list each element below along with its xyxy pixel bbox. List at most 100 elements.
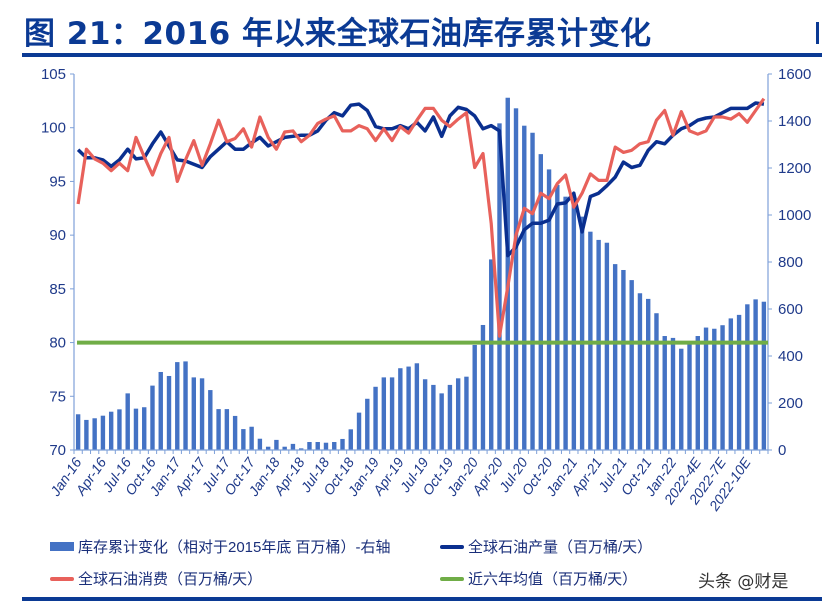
bar bbox=[687, 343, 692, 450]
bar bbox=[406, 366, 411, 450]
bar bbox=[299, 448, 304, 450]
bar bbox=[621, 269, 626, 450]
bar bbox=[108, 411, 114, 450]
bar bbox=[472, 344, 477, 450]
legend-swatch-line bbox=[440, 576, 464, 581]
bar bbox=[670, 337, 676, 450]
watermark: 头条 @财是 bbox=[698, 572, 789, 592]
bar bbox=[753, 299, 758, 450]
right-tick-label: 1000 bbox=[778, 207, 811, 224]
legend-label: 库存累计变化（相对于2015年底 百万桶）-右轴 bbox=[78, 539, 391, 556]
bar bbox=[505, 97, 510, 451]
bar bbox=[175, 362, 180, 450]
bar bbox=[389, 377, 395, 450]
bar bbox=[216, 409, 221, 450]
right-tick-label: 600 bbox=[778, 301, 803, 318]
right-tick-label: 400 bbox=[778, 348, 803, 365]
legend-item-consumption: 全球石油消费（百万桶/天） bbox=[50, 568, 262, 589]
left-tick-label: 95 bbox=[49, 173, 66, 190]
bar bbox=[282, 446, 287, 450]
bar bbox=[365, 398, 370, 450]
bar bbox=[455, 378, 461, 450]
bar bbox=[480, 324, 486, 450]
corner-mark bbox=[816, 22, 819, 44]
bar bbox=[356, 412, 362, 450]
bar bbox=[422, 379, 428, 450]
bar bbox=[183, 361, 188, 450]
legend-swatch-line bbox=[440, 544, 464, 549]
bar bbox=[166, 375, 172, 450]
bar bbox=[373, 386, 378, 450]
bar bbox=[117, 409, 122, 450]
title-divider bbox=[22, 53, 822, 57]
bar bbox=[497, 123, 502, 450]
bar bbox=[654, 313, 659, 450]
line-series bbox=[76, 97, 768, 345]
bar bbox=[323, 442, 329, 450]
bar bbox=[381, 377, 387, 450]
bar bbox=[439, 393, 444, 450]
bar bbox=[579, 216, 585, 450]
bar bbox=[75, 414, 81, 450]
left-tick-label: 75 bbox=[49, 388, 66, 405]
right-tick-label: 1200 bbox=[778, 160, 811, 177]
bar bbox=[679, 348, 684, 450]
consumption-line bbox=[76, 97, 766, 338]
bar bbox=[720, 325, 725, 450]
left-tick-label: 85 bbox=[49, 281, 66, 298]
bar bbox=[464, 376, 469, 450]
right-tick-label: 800 bbox=[778, 254, 803, 271]
legend-item-average: 近六年均值（百万桶/天） bbox=[440, 568, 637, 589]
right-tick-label: 1600 bbox=[778, 66, 811, 83]
bottom-divider bbox=[22, 597, 822, 601]
bar bbox=[447, 384, 453, 450]
bar bbox=[224, 409, 230, 450]
bar bbox=[728, 318, 734, 450]
bar bbox=[489, 259, 494, 450]
bar bbox=[538, 154, 543, 450]
bar bbox=[555, 184, 560, 451]
bar bbox=[150, 385, 155, 450]
right-tick-label: 200 bbox=[778, 395, 803, 412]
left-tick-label: 70 bbox=[49, 442, 66, 459]
bar-series bbox=[75, 97, 767, 451]
bar bbox=[257, 438, 263, 450]
bar bbox=[332, 442, 337, 450]
bar bbox=[761, 301, 767, 450]
legend-swatch-bar bbox=[50, 542, 74, 551]
legend-label: 全球石油消费（百万桶/天） bbox=[78, 571, 263, 588]
bar bbox=[348, 429, 353, 450]
bar bbox=[629, 280, 634, 450]
bar bbox=[736, 314, 742, 450]
bar bbox=[604, 242, 610, 450]
bar bbox=[125, 393, 130, 450]
bar bbox=[158, 371, 163, 450]
production-line bbox=[76, 101, 765, 258]
legend-item-production: 全球石油产量（百万桶/天） bbox=[440, 536, 652, 557]
legend-item-inventory: 库存累计变化（相对于2015年底 百万桶）-右轴 bbox=[50, 536, 391, 557]
left-tick-label: 80 bbox=[49, 335, 66, 352]
bar bbox=[563, 196, 568, 450]
bar bbox=[315, 442, 320, 450]
bar bbox=[513, 108, 519, 450]
left-tick-label: 90 bbox=[49, 227, 66, 244]
bar bbox=[290, 443, 296, 450]
legend-label: 近六年均值（百万桶/天） bbox=[468, 571, 638, 588]
bar bbox=[92, 418, 97, 450]
bar bbox=[695, 336, 700, 450]
bar bbox=[703, 327, 709, 450]
bar bbox=[612, 264, 618, 450]
bar bbox=[414, 363, 420, 450]
bar bbox=[546, 169, 552, 450]
bar bbox=[662, 336, 667, 450]
bar bbox=[712, 328, 717, 450]
bar bbox=[191, 377, 196, 450]
legend-label: 全球石油产量（百万桶/天） bbox=[468, 539, 653, 556]
bar bbox=[199, 378, 205, 450]
bar bbox=[133, 408, 139, 450]
left-tick-label: 100 bbox=[41, 120, 66, 137]
left-tick-label: 105 bbox=[41, 66, 66, 83]
bar bbox=[398, 368, 403, 450]
right-tick-label: 0 bbox=[778, 442, 786, 459]
